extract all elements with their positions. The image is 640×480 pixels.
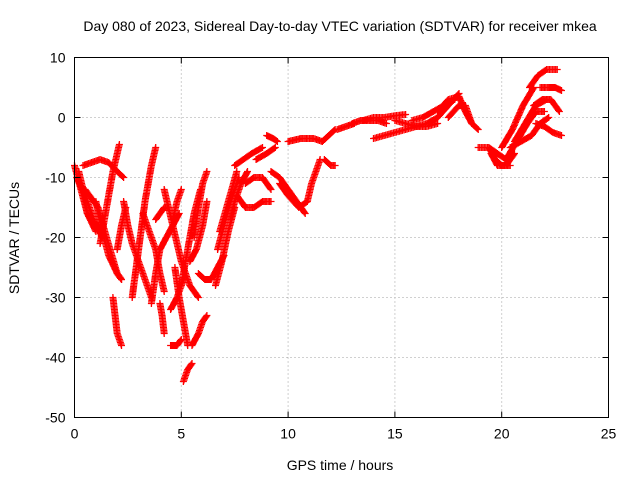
plus-marker-trail [487, 150, 518, 169]
y-tick-label: -40 [45, 350, 65, 366]
series-arc-61 [532, 120, 565, 139]
y-tick-label: 10 [50, 50, 66, 66]
y-tick-label: -10 [45, 170, 65, 186]
plus-marker-trail [532, 120, 565, 139]
series-arc-53 [487, 150, 518, 169]
plus-marker-trail [109, 294, 125, 349]
series-arc-07 [96, 141, 123, 247]
plus-marker-trail [444, 102, 482, 133]
y-tick-label: -50 [45, 410, 65, 426]
x-tick-label: 5 [177, 426, 185, 442]
series-arc-39 [284, 135, 326, 145]
plus-marker-trail [536, 84, 565, 94]
chart-title: Day 080 of 2023, Sidereal Day-to-day VTE… [83, 18, 596, 34]
plus-marker-trail [190, 168, 211, 241]
series-arc-32 [233, 192, 275, 211]
series-arc-33 [241, 174, 275, 193]
plus-marker-trail [530, 96, 563, 115]
series-arc-54 [498, 84, 538, 151]
plus-marker-trail [241, 174, 275, 193]
series-arc-31 [231, 144, 266, 169]
series-arc-22 [179, 360, 196, 385]
series-arc-16 [160, 186, 202, 301]
series-arc-34 [252, 144, 279, 163]
plus-marker-trail [284, 135, 326, 145]
plus-marker-trail [320, 156, 339, 169]
x-axis-label: GPS time / hours [287, 457, 394, 473]
plus-marker-trail [526, 66, 561, 91]
plus-marker-trail [160, 186, 202, 301]
series-arc-18 [167, 336, 185, 349]
x-tick-label: 15 [387, 426, 403, 442]
series-arc-50 [444, 102, 482, 133]
x-axis-ticks: 0 5 10 15 20 25 [71, 57, 617, 442]
plus-marker-trail [233, 192, 275, 211]
series-arc-58 [526, 66, 561, 91]
plus-marker-trail [169, 186, 185, 223]
series-arc-38 [303, 156, 324, 205]
series-arc-41 [318, 126, 339, 145]
plus-marker-trail [318, 126, 339, 145]
x-tick-label: 25 [601, 426, 617, 442]
x-tick-label: 20 [494, 426, 510, 442]
series-arc-24 [186, 198, 211, 265]
series-arc-19 [171, 264, 192, 349]
plus-marker-trail [214, 174, 243, 253]
series-arc-08 [109, 294, 125, 349]
plus-marker-trail [231, 144, 266, 169]
series-arc-15 [156, 300, 168, 337]
data-points [71, 66, 565, 385]
plus-marker-trail [263, 132, 281, 145]
plus-marker-trail [276, 180, 311, 211]
plus-marker-trail [156, 300, 168, 337]
y-tick-label: -20 [45, 230, 65, 246]
plus-marker-trail [359, 111, 410, 124]
plus-marker-trail [498, 84, 538, 151]
x-tick-label: 0 [71, 426, 79, 442]
y-tick-label: -30 [45, 290, 65, 306]
plus-marker-trail [186, 198, 211, 265]
series-arc-25 [190, 168, 211, 241]
plus-marker-trail [179, 360, 196, 385]
series-arc-40 [320, 156, 339, 169]
plus-marker-trail [252, 144, 279, 163]
plus-marker-trail [171, 264, 192, 349]
y-axis-label: SDTVAR / TECUs [6, 182, 22, 294]
y-tick-label: 0 [58, 110, 66, 126]
series-arc-59 [536, 84, 565, 94]
series-arc-35 [263, 132, 281, 145]
series-arc-23 [188, 312, 211, 349]
series-arc-44 [359, 111, 410, 124]
y-axis-ticks: -50 -40 -30 -20 -10 0 10 [45, 50, 609, 426]
series-arc-37 [276, 180, 311, 211]
plus-marker-trail [188, 312, 211, 349]
x-tick-label: 10 [280, 426, 296, 442]
plus-marker-trail [96, 141, 123, 247]
plus-marker-trail [167, 336, 185, 349]
plus-marker-trail [303, 156, 324, 205]
series-arc-60 [530, 96, 563, 115]
series-arc-20 [169, 186, 185, 223]
series-arc-28 [214, 174, 243, 253]
